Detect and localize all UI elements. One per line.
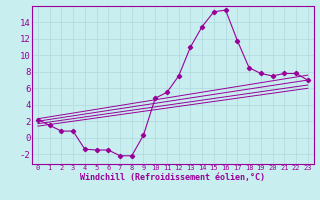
X-axis label: Windchill (Refroidissement éolien,°C): Windchill (Refroidissement éolien,°C) xyxy=(80,173,265,182)
